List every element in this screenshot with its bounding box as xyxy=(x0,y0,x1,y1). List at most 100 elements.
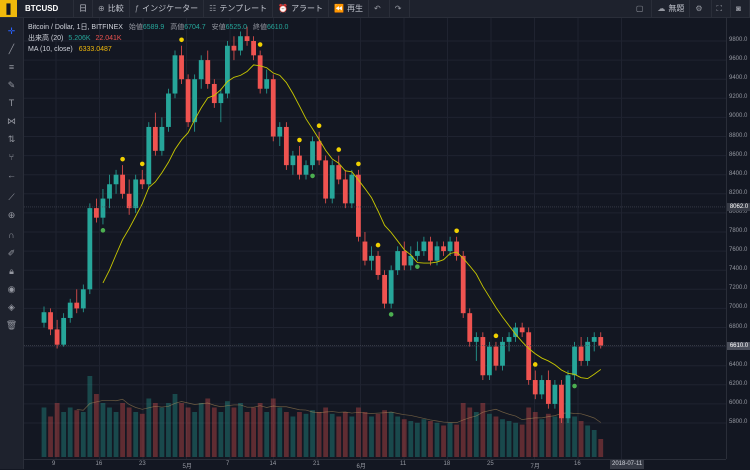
pattern-icon[interactable]: ⋈ xyxy=(7,115,16,126)
signal-dot xyxy=(375,242,381,248)
compare-button[interactable]: ⊕ 比較 xyxy=(93,0,130,17)
volume-bar xyxy=(500,419,505,457)
prediction-icon[interactable]: ⇅ xyxy=(7,133,16,144)
time-tick-label: 7 xyxy=(226,461,230,467)
signal-dot xyxy=(493,333,499,339)
volume-bar xyxy=(172,394,178,457)
price-tick-label: 9200.0 xyxy=(729,94,748,101)
price-tick-label: 8600.0 xyxy=(729,151,748,158)
candle-body xyxy=(225,45,230,94)
candle-body xyxy=(487,346,492,376)
app-logo[interactable]: ❚ xyxy=(0,0,17,17)
header-item-label: インジケーター xyxy=(142,4,199,13)
zoom-in-icon[interactable]: ⊕ xyxy=(7,209,16,220)
volume-bar xyxy=(87,376,93,457)
candle-body xyxy=(539,380,545,395)
volume-bar xyxy=(572,416,577,457)
crosshair-icon[interactable]: ✛ xyxy=(7,25,16,36)
volume-bar xyxy=(61,412,67,457)
cloud-save-button[interactable]: ☁ 無題 xyxy=(652,0,691,17)
volume-bar xyxy=(487,413,492,457)
fork-icon[interactable]: ⑂ xyxy=(8,152,15,162)
signal-dot xyxy=(297,137,302,143)
time-tick-label: 25 xyxy=(487,461,494,467)
signal-dot xyxy=(336,147,342,152)
volume-bar xyxy=(362,412,368,457)
volume-bar xyxy=(375,413,381,457)
volume-bar xyxy=(323,407,329,457)
templates-button[interactable]: ☷ テンプレート xyxy=(204,0,274,17)
candle-body xyxy=(113,174,119,185)
ruler-icon[interactable]: ⟋ xyxy=(8,191,15,202)
volume-bar xyxy=(342,412,348,457)
layers-icon[interactable]: ◈ xyxy=(8,301,15,312)
trash-icon[interactable]: 🗑︎ xyxy=(5,319,18,330)
header-item-label: 再生 xyxy=(347,4,364,13)
candle-body xyxy=(152,126,158,151)
candle-body xyxy=(133,179,139,209)
template-icon: ☷ xyxy=(209,4,217,13)
candle-body xyxy=(94,208,99,218)
undo-button[interactable]: ↶ xyxy=(369,0,390,17)
volume-bar xyxy=(179,403,184,457)
trendline-icon[interactable]: ╱ xyxy=(8,43,15,54)
price-tick-label: 5800.0 xyxy=(729,419,748,425)
volume-bar xyxy=(428,421,433,457)
close-value: 6610.0 xyxy=(267,24,289,31)
replay-button[interactable]: ⏪ 再生 xyxy=(329,0,370,17)
candle-body xyxy=(513,327,518,338)
candle-body xyxy=(205,60,211,84)
alert-button[interactable]: ⏰ アラート xyxy=(273,0,330,17)
interval-button[interactable]: 日 xyxy=(74,0,93,17)
price-chart[interactable] xyxy=(24,18,726,459)
fib-icon[interactable]: ≡ xyxy=(8,62,15,72)
signal-dot xyxy=(179,37,184,43)
candle-body xyxy=(41,312,47,323)
text-icon[interactable]: T xyxy=(8,98,15,108)
eye-icon[interactable]: ◉ xyxy=(7,283,16,294)
volume-bar xyxy=(441,425,446,457)
legend-main-row: Bitcoin / Dollar, 1日, BITFINEX 始値6589.9 … xyxy=(28,22,288,33)
volume-bar xyxy=(218,412,224,457)
redo-button[interactable]: ↷ xyxy=(390,0,411,17)
volume-bar xyxy=(356,407,361,457)
back-arrow-icon[interactable]: ← xyxy=(7,170,16,180)
undo-icon: ↶ xyxy=(374,4,381,13)
candle-body xyxy=(598,337,604,346)
candle-body xyxy=(159,126,165,151)
price-tick-label: 6400.0 xyxy=(729,361,748,368)
header-item-label: 日 xyxy=(79,4,87,13)
volume-bar xyxy=(401,419,407,457)
layout-button[interactable]: ▢ xyxy=(631,0,653,17)
fullscreen-button[interactable]: ⛶ xyxy=(712,0,732,17)
volume-bar xyxy=(519,424,525,457)
signal-dot xyxy=(100,228,106,233)
candle-body xyxy=(100,198,106,218)
snapshot-button[interactable]: ◙ xyxy=(731,0,750,17)
volume-bar xyxy=(388,412,394,457)
stay-drawing-icon[interactable]: ✐ xyxy=(7,247,16,258)
price-tick-label: 7000.0 xyxy=(729,304,748,311)
ma-line xyxy=(102,64,602,380)
brush-icon[interactable]: ✎ xyxy=(7,79,16,90)
volume-bar xyxy=(434,422,440,457)
candle-body xyxy=(61,317,67,345)
symbol-search[interactable]: BTCUSD xyxy=(17,0,74,17)
volume-bar xyxy=(316,412,322,457)
time-axis[interactable]: 916235月714216月1118257月16232018-07-11 xyxy=(24,459,726,470)
indicators-button[interactable]: ƒ インジケーター xyxy=(130,0,205,17)
price-axis[interactable]: 9800.0 9600.0 9400.0 9200.0 9000.0 8800.0 8600… xyxy=(726,18,750,459)
volume-bar xyxy=(513,422,518,457)
candle-body xyxy=(257,55,263,89)
price-tick-label: 9400.0 xyxy=(729,75,748,82)
volume-bar xyxy=(565,403,571,457)
volume-bar xyxy=(146,398,152,457)
candle-body xyxy=(172,55,178,94)
volume-bar xyxy=(192,412,198,457)
candle-body xyxy=(277,126,283,137)
lock-icon[interactable]: 🔒︎ xyxy=(9,265,14,276)
close-label: 終値 xyxy=(253,24,267,31)
settings-button[interactable]: ⚙ xyxy=(690,0,712,17)
magnet-icon[interactable]: ∩ xyxy=(8,230,15,240)
price-tick-label: 8400.0 xyxy=(729,170,748,177)
